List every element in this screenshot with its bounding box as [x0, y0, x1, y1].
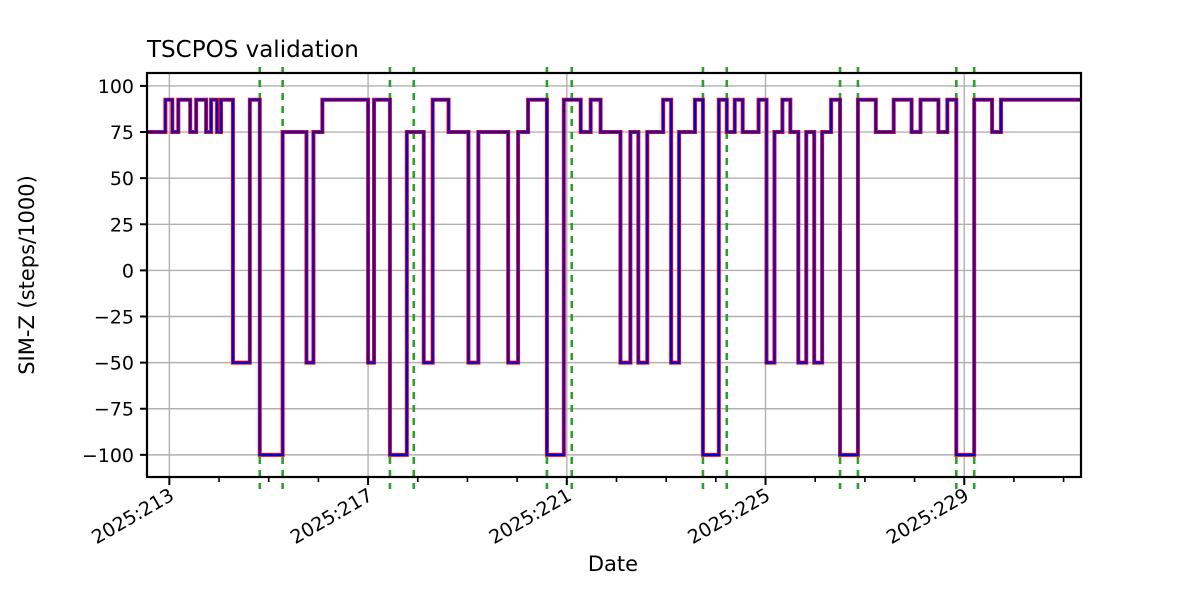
x-tick-labels: 2025:213 2025:217 2025:221 2025:225 2025:229	[88, 484, 973, 549]
y-tick-label: 0	[122, 260, 134, 282]
y-tick-label: 25	[110, 214, 134, 236]
y-tick-label: −100	[82, 445, 134, 467]
axes-spines	[145, 71, 1083, 479]
y-tick-label: 50	[110, 168, 134, 190]
y-axis-title: SIM-Z (steps/1000)	[15, 175, 39, 375]
series-line-model	[147, 98, 1081, 456]
axis-ticks	[140, 84, 1065, 485]
series-line-telemetry	[147, 97, 1081, 457]
x-tick-label: 2025:213	[88, 484, 178, 549]
x-tick-label: 2025:217	[287, 484, 377, 549]
chart-title: TSCPOS validation	[146, 37, 359, 63]
y-tick-label: 100	[98, 76, 134, 98]
data-series-group	[147, 97, 1081, 457]
y-tick-label: −25	[94, 307, 134, 329]
y-tick-labels: −100 −75 −50 −25 0 25 50 75 100	[82, 76, 134, 467]
y-tick-label: −50	[94, 353, 134, 375]
y-tick-label: −75	[94, 399, 134, 421]
x-tick-label: 2025:225	[684, 484, 774, 549]
x-tick-label: 2025:221	[485, 484, 575, 549]
y-tick-label: 75	[110, 122, 134, 144]
x-axis-title: Date	[588, 552, 638, 576]
plot-frame	[145, 71, 1083, 479]
x-tick-label: 2025:229	[883, 484, 973, 549]
